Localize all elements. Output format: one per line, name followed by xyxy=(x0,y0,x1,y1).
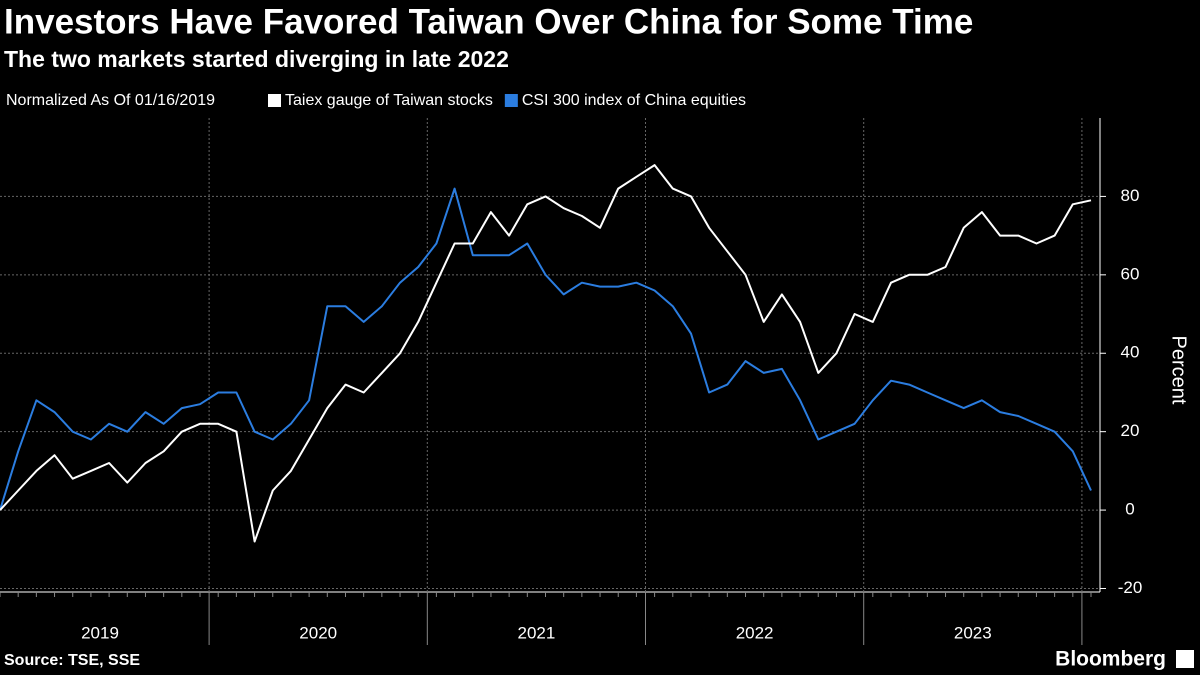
x-tick-label: 2021 xyxy=(517,623,555,642)
y-axis-label: Percent xyxy=(1168,336,1190,405)
legend-label: CSI 300 index of China equities xyxy=(522,92,746,109)
y-tick-label: 80 xyxy=(1121,186,1140,205)
series-line xyxy=(0,187,1092,511)
y-tick-label: 40 xyxy=(1121,343,1140,362)
x-tick-label: 2019 xyxy=(81,623,119,642)
legend-label: Taiex gauge of Taiwan stocks xyxy=(285,92,493,109)
brand-icon xyxy=(1176,650,1194,668)
series-line xyxy=(0,164,1092,543)
legend-swatch xyxy=(268,94,281,107)
y-tick-label: -20 xyxy=(1118,578,1143,597)
y-tick-label: 0 xyxy=(1125,500,1134,519)
chart-subtitle: The two markets started diverging in lat… xyxy=(4,46,509,72)
legend-title: Normalized As Of 01/16/2019 xyxy=(6,92,215,109)
y-tick-label: 20 xyxy=(1121,421,1140,440)
chart-title: Investors Have Favored Taiwan Over China… xyxy=(4,2,973,41)
brand: Bloomberg xyxy=(1055,648,1166,671)
legend-swatch xyxy=(504,94,518,107)
x-tick-label: 2022 xyxy=(736,623,774,642)
source: Source: TSE, SSE xyxy=(4,652,140,669)
x-tick-label: 2020 xyxy=(299,623,337,642)
y-tick-label: 60 xyxy=(1121,264,1140,283)
x-tick-label: 2023 xyxy=(954,623,992,642)
